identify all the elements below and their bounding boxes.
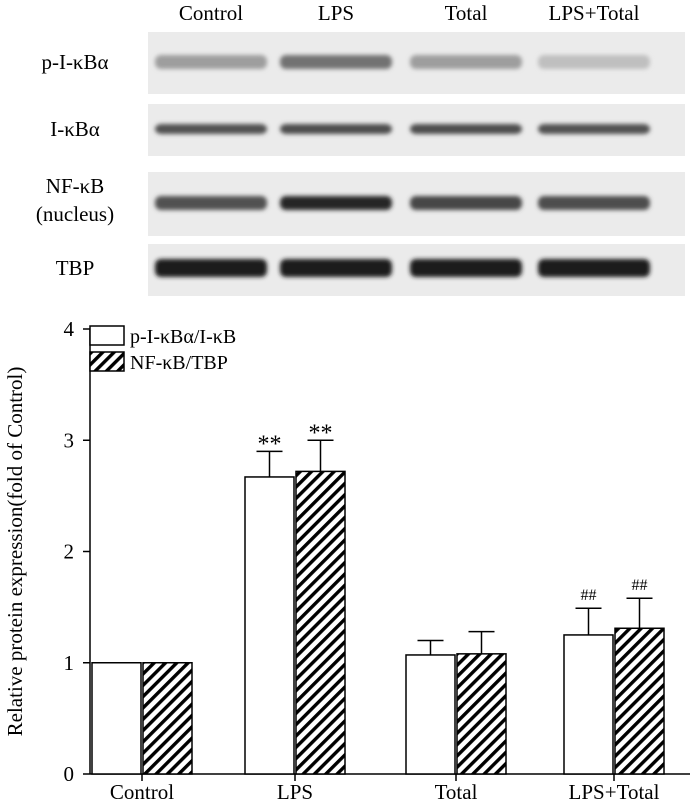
band-2-2 <box>410 196 522 210</box>
blot-row-label-2-0: NF-κB <box>46 174 104 198</box>
x-tick-label-3: LPS+Total <box>569 780 660 802</box>
lane-label-2: Total <box>445 1 488 25</box>
legend-label-0: p-I-κBα/I-κB <box>130 326 236 348</box>
band-2-0 <box>155 196 267 210</box>
bar-0-3 <box>563 634 614 775</box>
band-1-3 <box>538 124 650 134</box>
legend-label-1: NF-κB/TBP <box>130 352 228 374</box>
legend-swatch-0 <box>89 325 125 346</box>
band-3-1 <box>280 259 392 277</box>
y-tick-label-4: 4 <box>64 317 75 341</box>
western-blot-panel: Control LPS Total LPS+Total p-I-κBα I-κBα NF-κ… <box>36 1 685 296</box>
legend-swatch-1 <box>89 351 125 372</box>
significance-mark-1-1: ** <box>309 420 333 446</box>
lane-label-3: LPS+Total <box>549 1 640 25</box>
lane-label-0: Control <box>179 1 243 25</box>
blot-row-label-0-0: p-I-κBα <box>41 50 108 74</box>
band-0-0 <box>155 55 267 69</box>
band-2-1 <box>280 196 392 210</box>
band-3-2 <box>410 259 522 277</box>
band-3-0 <box>155 259 267 277</box>
band-1-2 <box>410 124 522 134</box>
band-0-3 <box>538 55 650 69</box>
band-0-1 <box>280 55 392 69</box>
band-1-1 <box>280 124 392 134</box>
band-2-3 <box>538 196 650 210</box>
lane-label-1: LPS <box>318 1 354 25</box>
x-tick-label-1: LPS <box>277 780 313 802</box>
y-tick-label-3: 3 <box>64 428 75 452</box>
bar-0-2 <box>405 654 456 775</box>
band-3-3 <box>538 259 650 277</box>
bar-1-3 <box>614 627 665 775</box>
blot-row-label-3-0: TBP <box>56 256 95 280</box>
x-tick-label-2: Total <box>435 780 478 802</box>
blot-row-label-2-1: (nucleus) <box>36 202 114 226</box>
bar-chart: 0 1 2 3 4 Relative protein expression(fold of… <box>3 317 690 802</box>
x-tick-label-0: Control <box>110 780 174 802</box>
bar-1-0 <box>142 662 193 775</box>
band-0-2 <box>410 55 522 69</box>
band-1-0 <box>155 124 267 134</box>
significance-mark-1-3: ## <box>632 577 648 594</box>
bar-1-1 <box>295 470 346 775</box>
significance-mark-0-1: ** <box>258 431 282 457</box>
blot-row-label-1-0: I-κBα <box>50 117 100 141</box>
bar-0-1 <box>244 476 295 775</box>
y-tick-label-2: 2 <box>64 540 75 564</box>
y-tick-label-0: 0 <box>64 762 75 786</box>
y-axis-label: Relative protein expression(fold of Cont… <box>3 367 27 737</box>
bar-1-2 <box>456 653 507 775</box>
significance-mark-0-3: ## <box>581 587 597 604</box>
y-tick-label-1: 1 <box>64 651 75 675</box>
bar-0-0 <box>91 662 142 775</box>
